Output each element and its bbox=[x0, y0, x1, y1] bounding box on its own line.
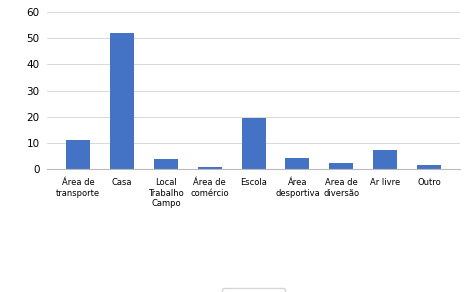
Bar bbox=[329, 163, 353, 169]
Bar bbox=[285, 158, 310, 169]
Bar bbox=[373, 150, 397, 169]
Bar bbox=[154, 159, 178, 169]
Legend: Série1: Série1 bbox=[222, 288, 285, 292]
Bar bbox=[66, 140, 90, 169]
Bar bbox=[242, 118, 265, 169]
Bar bbox=[198, 167, 222, 169]
Bar bbox=[110, 33, 134, 169]
Bar bbox=[417, 165, 441, 169]
